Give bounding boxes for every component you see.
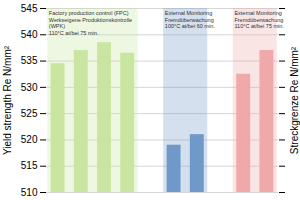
svg-text:520: 520 — [21, 134, 38, 145]
svg-text:540: 540 — [21, 29, 38, 40]
svg-text:External MonitoringFremdüberwa: External MonitoringFremdüberwachung110°C… — [234, 10, 284, 29]
svg-text:510: 510 — [21, 187, 38, 198]
svg-text:535: 535 — [21, 55, 38, 66]
svg-text:Streckgrenze Re N/mm²: Streckgrenze Re N/mm² — [289, 46, 300, 154]
svg-text:Yield strength Re N/mm²: Yield strength Re N/mm² — [2, 45, 13, 155]
svg-text:530: 530 — [21, 82, 38, 93]
svg-text:External MonitoringFremdüberwa: External MonitoringFremdüberwachung100°C… — [165, 10, 215, 29]
svg-text:525: 525 — [21, 108, 38, 119]
svg-text:545: 545 — [21, 3, 38, 14]
svg-text:Factory production control (FP: Factory production control (FPC)Werkseig… — [49, 10, 132, 36]
svg-text:515: 515 — [21, 160, 38, 171]
